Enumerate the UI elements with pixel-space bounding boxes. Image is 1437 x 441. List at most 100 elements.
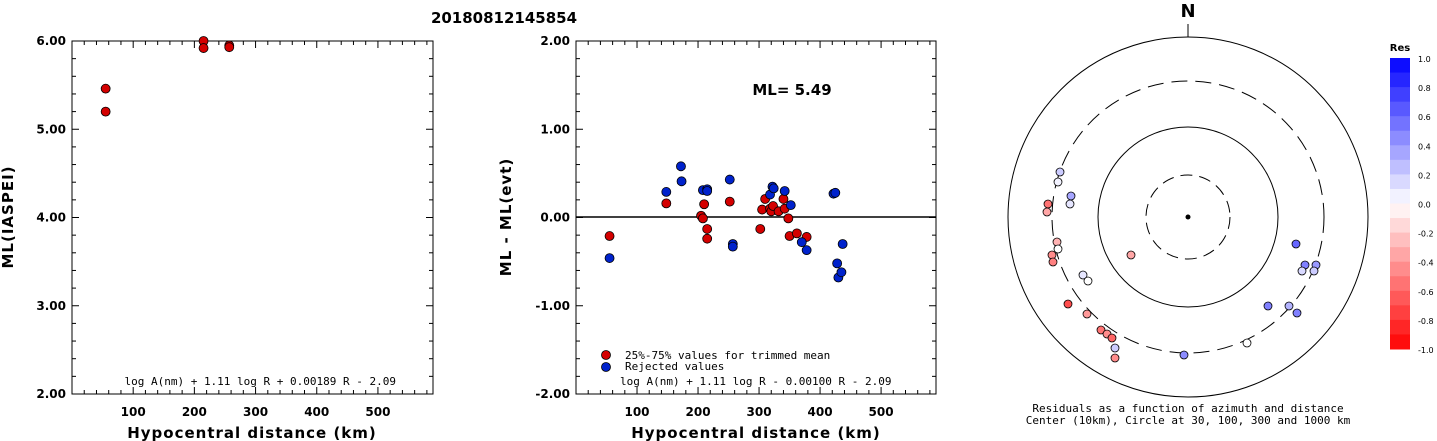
middle-data-point xyxy=(702,186,713,196)
polar-residual-point xyxy=(1066,191,1076,201)
polar-residual-point xyxy=(1309,266,1319,276)
middle-data-point xyxy=(676,161,686,172)
colorbar-label: 0.6 xyxy=(1418,113,1431,122)
polar-residual-point xyxy=(1063,299,1073,309)
middle-y-tick-label: -1.00 xyxy=(535,299,570,313)
left-x-tick-label: 400 xyxy=(304,405,329,419)
colorbar-cell xyxy=(1390,174,1410,190)
colorbar-cell xyxy=(1390,58,1410,74)
middle-y-axis-label: ML - ML(evt) xyxy=(497,158,515,276)
middle-chart: 100 200 300 400 500 -2.00 -1.00 0.00 1.00 2.00 ML… xyxy=(497,34,937,441)
colorbar-cell xyxy=(1390,87,1410,103)
polar-residual-plot: N Residuals as a function of azimuth and… xyxy=(1007,1,1369,427)
colorbar-label: 0.0 xyxy=(1418,201,1431,210)
colorbar-label: -0.2 xyxy=(1418,230,1434,239)
polar-residual-point xyxy=(1082,309,1092,319)
colorbar-cells xyxy=(1390,58,1410,350)
polar-residual-point xyxy=(1053,244,1063,254)
left-x-axis-label: Hypocentral distance (km) xyxy=(127,424,377,441)
polar-residual-point xyxy=(1179,350,1189,360)
left-plot-frame xyxy=(71,40,434,395)
middle-data-point xyxy=(836,267,847,278)
colorbar-cell xyxy=(1390,145,1410,161)
colorbar-cell xyxy=(1390,319,1410,335)
colorbar-cell xyxy=(1390,130,1410,146)
middle-data-point xyxy=(791,228,802,239)
middle-x-tick-label: 100 xyxy=(624,405,649,419)
middle-data-point xyxy=(778,194,789,204)
middle-data-point xyxy=(676,176,687,187)
circle-100km xyxy=(1097,126,1279,308)
left-y-axis-label: ML(IASPEI) xyxy=(0,165,17,268)
polar-residual-point xyxy=(1078,270,1088,280)
middle-data-points xyxy=(604,161,848,283)
middle-y-tick-label: 1.00 xyxy=(540,122,570,136)
colorbar-cell xyxy=(1390,188,1410,204)
middle-data-point xyxy=(783,213,794,224)
middle-data-point xyxy=(837,239,848,249)
legend-blue-marker xyxy=(601,362,611,372)
center-dot xyxy=(1185,214,1191,220)
colorbar-title: Res xyxy=(1390,43,1410,54)
polar-residual-point xyxy=(1242,338,1252,348)
middle-x-axis-label: Hypocentral distance (km) xyxy=(631,424,881,441)
colorbar-cell xyxy=(1390,116,1410,132)
ml-annotation: ML= 5.49 xyxy=(752,81,831,99)
circle-300km xyxy=(1051,80,1325,354)
middle-formula: log A(nm) + 1.11 log R - 0.00100 R - 2.0… xyxy=(620,375,892,388)
middle-data-point xyxy=(702,233,713,244)
polar-residual-point xyxy=(1110,343,1120,353)
polar-residual-point xyxy=(1292,308,1302,318)
circle-30km xyxy=(1145,174,1231,260)
legend-red-marker xyxy=(601,350,611,360)
middle-y-tick-label: -2.00 xyxy=(535,387,570,401)
middle-data-point xyxy=(604,231,615,241)
left-data-point xyxy=(198,43,209,53)
colorbar-cell xyxy=(1390,290,1410,306)
colorbar-cell xyxy=(1390,334,1410,350)
middle-data-point xyxy=(661,198,672,209)
left-y-tick-label: 6.00 xyxy=(36,34,66,48)
colorbar-cell xyxy=(1390,159,1410,175)
polar-residual-point xyxy=(1297,266,1307,276)
left-axis-ticks: 100 200 300 400 500 2.00 3.00 4.00 5.00 6.00 xyxy=(36,34,433,419)
middle-data-point xyxy=(830,187,841,198)
middle-data-point xyxy=(702,224,713,234)
left-y-tick-label: 4.00 xyxy=(36,211,66,225)
left-chart: 100 200 300 400 500 2.00 3.00 4.00 5.00 6.00 log … xyxy=(0,34,434,441)
middle-data-point xyxy=(604,253,615,263)
left-y-tick-label: 5.00 xyxy=(36,122,66,136)
colorbar-cell xyxy=(1390,247,1410,263)
left-formula: log A(nm) + 1.11 log R + 0.00189 R - 2.0… xyxy=(124,375,396,388)
left-x-tick-label: 200 xyxy=(182,405,207,419)
polar-residual-point xyxy=(1284,301,1294,311)
left-y-tick-label: 2.00 xyxy=(36,387,66,401)
polar-caption-line2: Center (10km), Circle at 30, 100, 300 an… xyxy=(1026,414,1351,427)
left-data-point xyxy=(224,42,235,53)
middle-data-point xyxy=(699,199,710,210)
left-x-tick-label: 300 xyxy=(243,405,268,419)
middle-data-point xyxy=(801,245,812,256)
left-y-tick-label: 3.00 xyxy=(36,299,66,313)
colorbar-label: -1.0 xyxy=(1418,346,1434,355)
polar-residual-point xyxy=(1048,257,1058,267)
left-data-point xyxy=(100,83,111,94)
middle-x-tick-label: 400 xyxy=(808,405,833,419)
polar-residual-point xyxy=(1096,325,1106,335)
colorbar-label: -0.6 xyxy=(1418,288,1434,297)
left-x-tick-label: 500 xyxy=(365,405,390,419)
colorbar-cell xyxy=(1390,101,1410,117)
middle-y-tick-label: 2.00 xyxy=(540,34,570,48)
legend-red-label: 25%-75% values for trimmed mean xyxy=(625,349,830,362)
polar-residual-point xyxy=(1126,250,1136,260)
middle-x-tick-label: 300 xyxy=(747,405,772,419)
middle-axis-ticks: 100 200 300 400 500 -2.00 -1.00 0.00 1.00 2.00 xyxy=(535,34,936,419)
polar-residual-point xyxy=(1055,167,1065,177)
middle-data-point xyxy=(698,213,708,224)
middle-data-point xyxy=(727,241,738,252)
middle-data-point xyxy=(832,258,843,269)
polar-residual-point xyxy=(1107,333,1117,343)
colorbar-cell xyxy=(1390,261,1410,277)
polar-residual-point xyxy=(1043,199,1053,209)
